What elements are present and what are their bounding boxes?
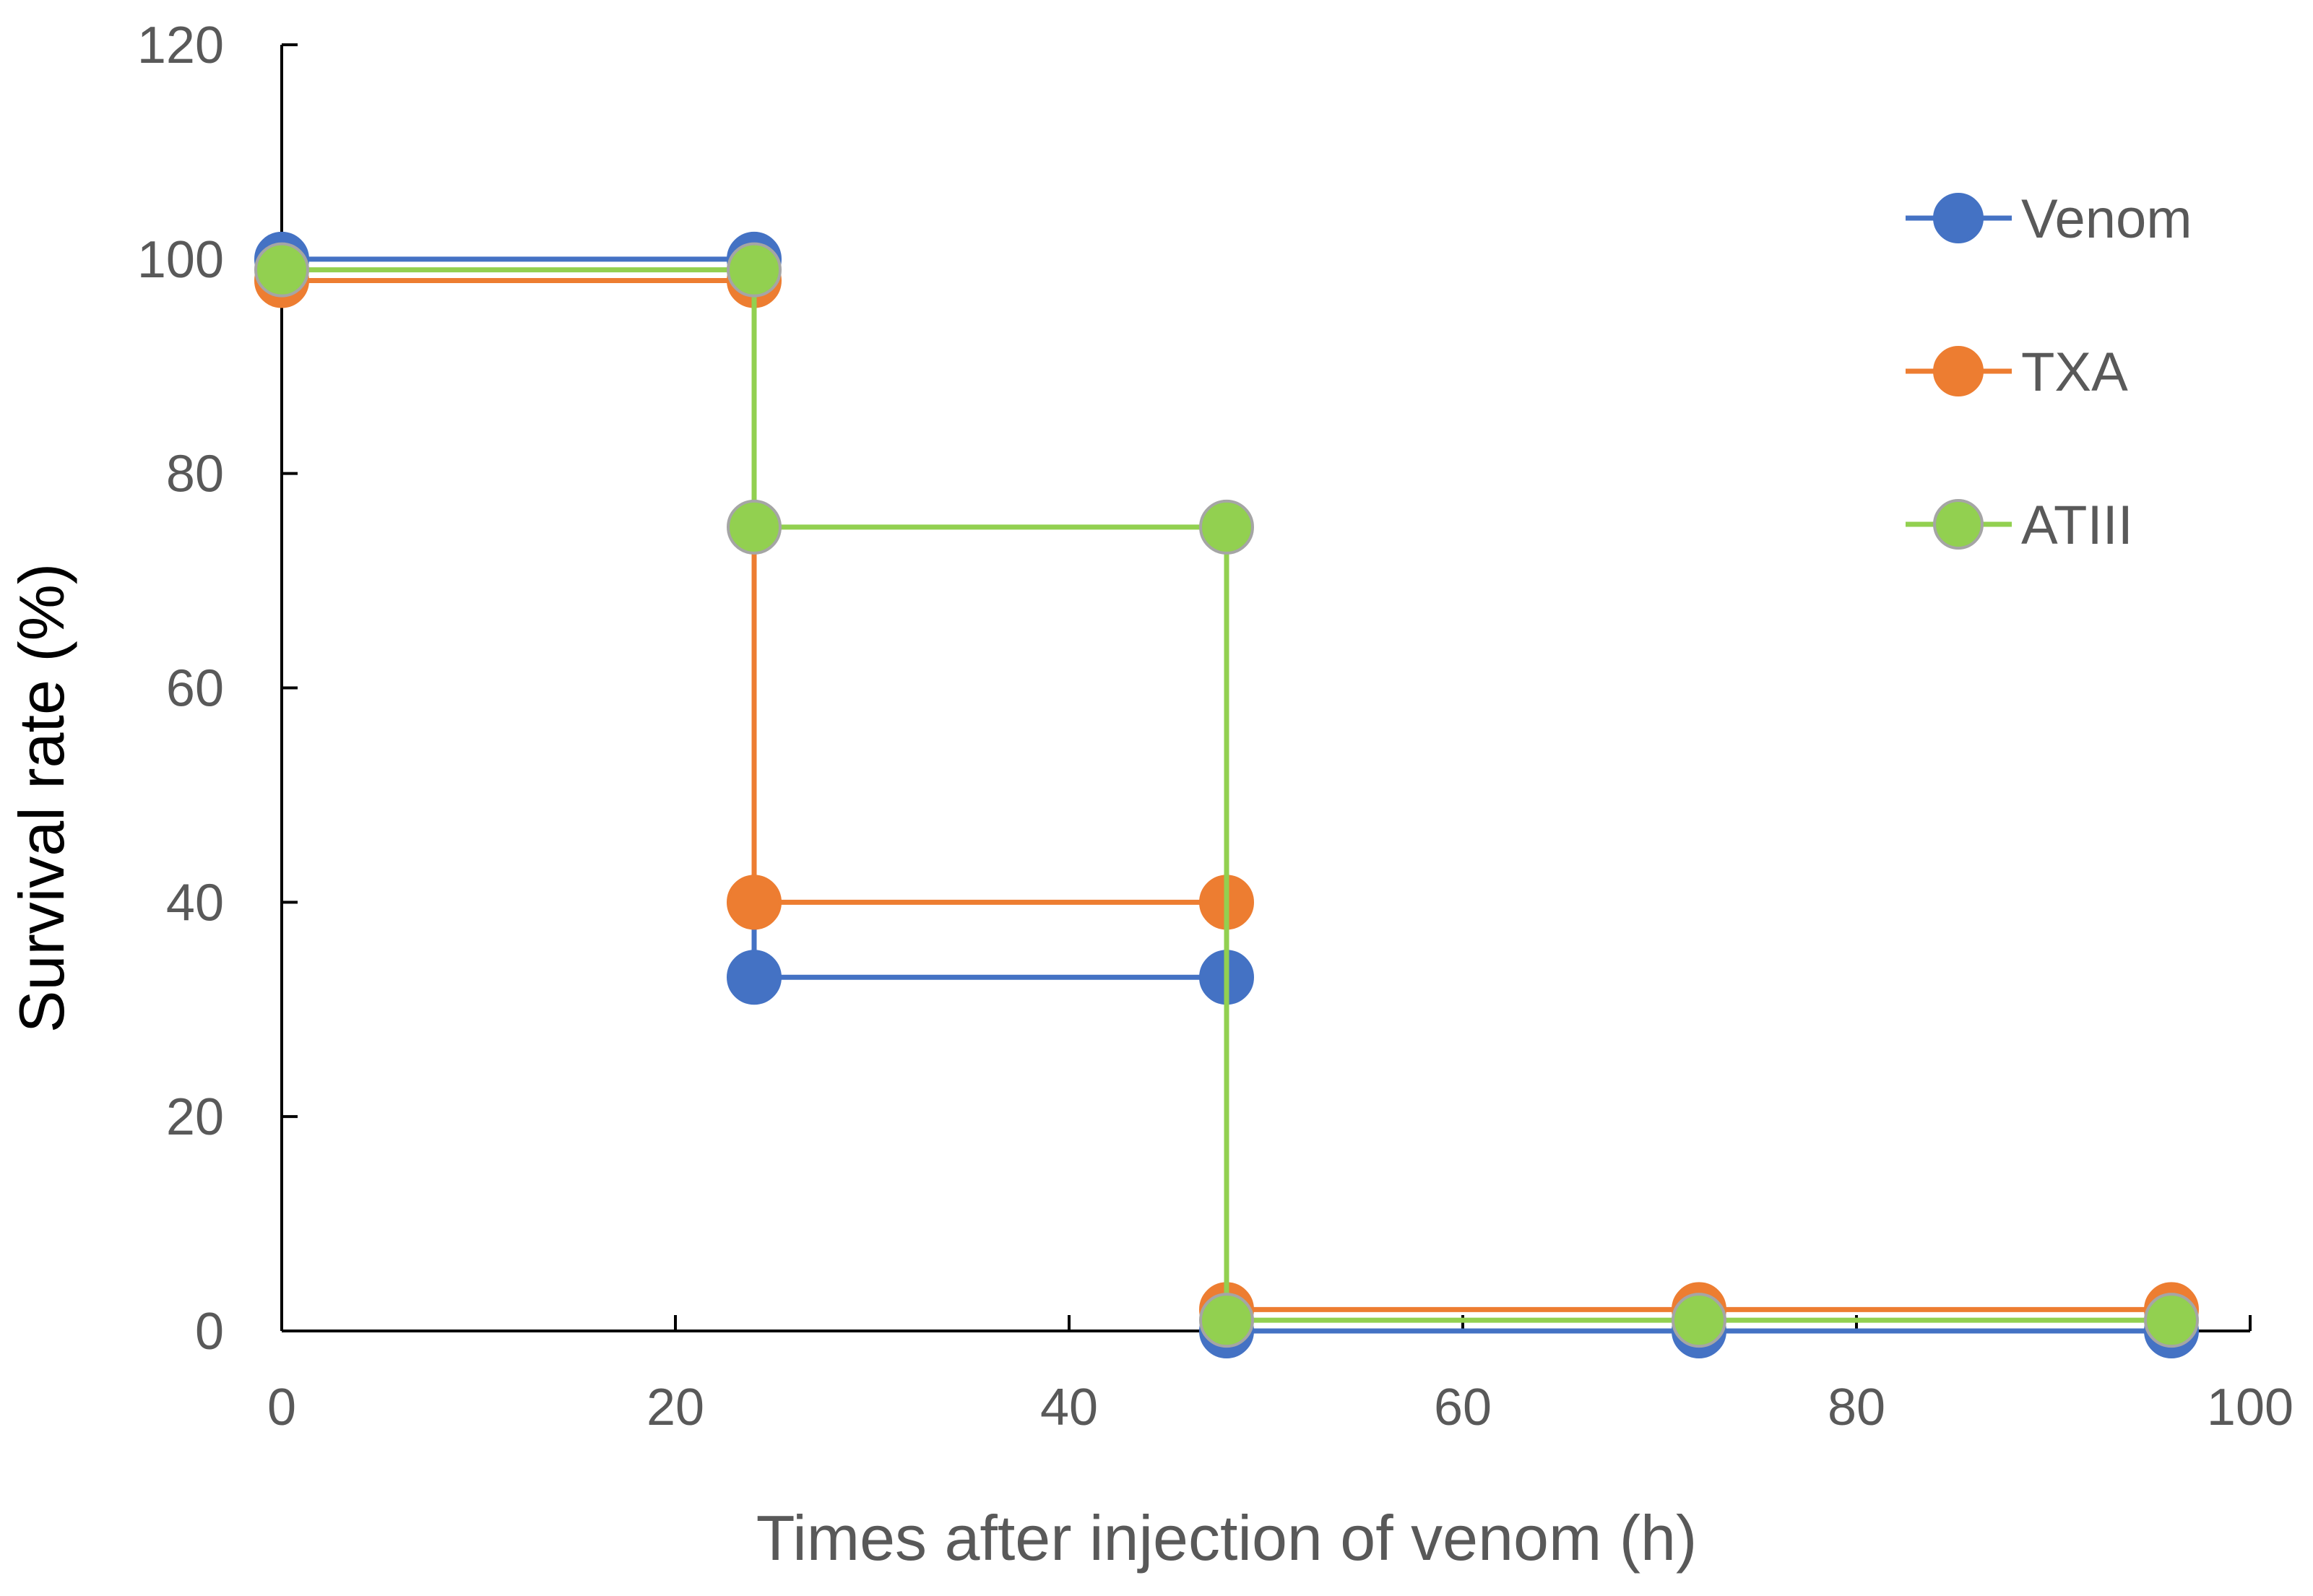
legend-marker	[1933, 193, 1984, 243]
x-axis-title: Times after injection of venom (h)	[756, 1502, 1698, 1574]
series-layer	[254, 231, 2199, 1358]
series-atiii	[254, 242, 2199, 1348]
legend-item-txa: TXA	[1906, 342, 2128, 403]
data-point	[1199, 499, 1254, 555]
data-point	[2144, 1293, 2199, 1348]
x-tick-label: 60	[1434, 1379, 1492, 1436]
data-point	[254, 242, 309, 298]
y-tick-label: 120	[137, 17, 224, 74]
legend-marker	[1933, 499, 1984, 550]
axes: 0 20 40 60 80 100 120 0 20 40 60 80 100	[137, 17, 2293, 1436]
series-line	[282, 267, 2171, 1323]
legend-item-atiii: ATIII	[1906, 495, 2133, 556]
legend-label: ATIII	[2021, 495, 2133, 556]
legend-marker	[1933, 346, 1984, 396]
data-point	[727, 950, 782, 1005]
data-point	[727, 875, 782, 930]
x-tick-label: 100	[2207, 1379, 2293, 1436]
legend-item-venom: Venom	[1906, 188, 2192, 250]
y-tick-label: 80	[166, 446, 224, 503]
y-tick-label: 60	[166, 660, 224, 718]
y-tick-label: 0	[195, 1303, 224, 1361]
x-tick-label: 20	[647, 1379, 704, 1436]
x-tick-label: 40	[1040, 1379, 1098, 1436]
y-axis-title: Survival rate (%)	[6, 563, 77, 1033]
y-tick-label: 100	[137, 231, 224, 289]
legend: Venom TXA ATIII	[1906, 188, 2192, 556]
data-point	[1199, 1293, 1254, 1348]
x-tick-label: 80	[1828, 1379, 1885, 1436]
data-point	[1672, 1293, 1726, 1348]
legend-label: Venom	[2021, 188, 2192, 250]
y-tick-label: 40	[166, 874, 224, 932]
legend-label: TXA	[2021, 342, 2128, 403]
x-tick-label: 0	[267, 1379, 296, 1436]
data-point	[727, 499, 782, 555]
data-point	[727, 242, 782, 298]
y-tick-label: 20	[166, 1088, 224, 1146]
